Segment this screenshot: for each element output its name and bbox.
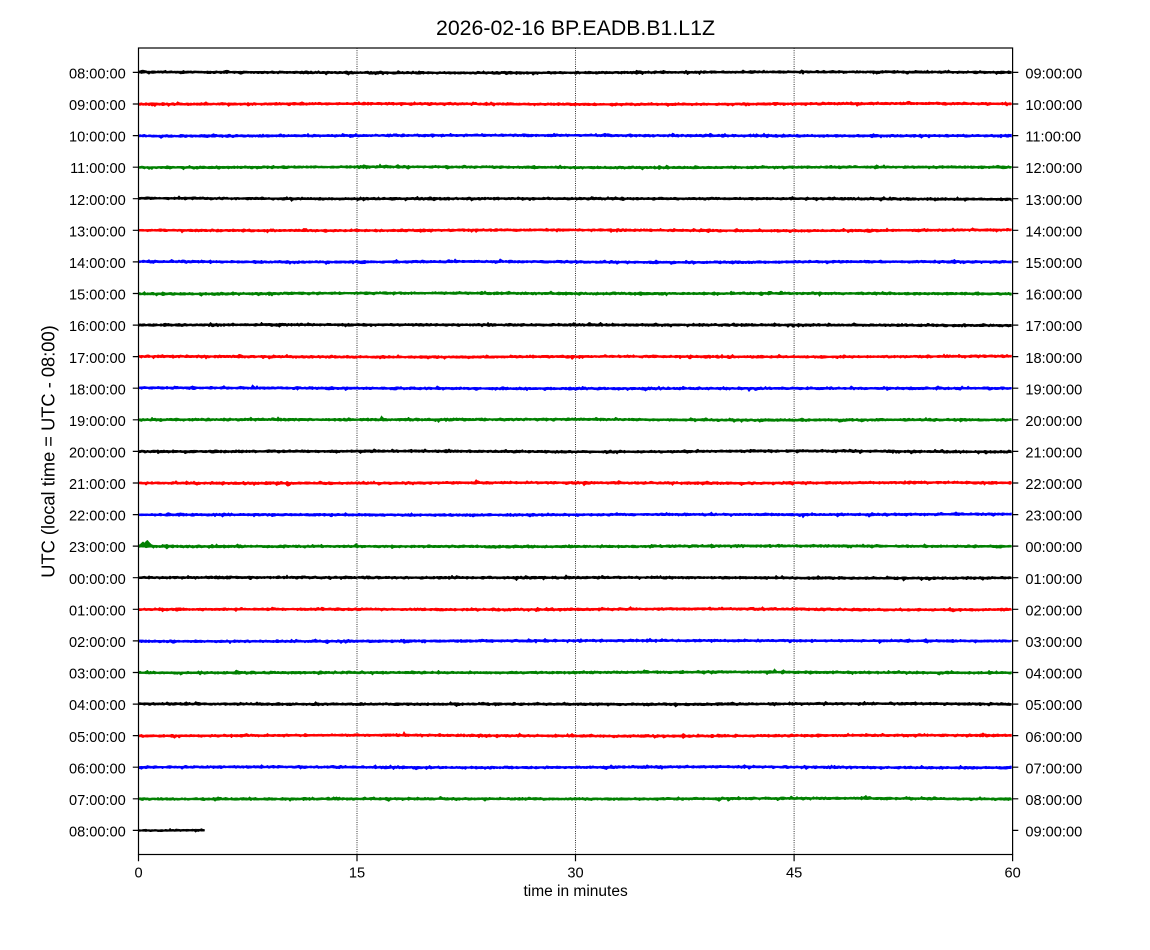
svg-text:07:00:00: 07:00:00 [1025,761,1082,777]
svg-text:2026-02-16 BP.EADB.B1.L1Z: 2026-02-16 BP.EADB.B1.L1Z [436,16,715,40]
svg-text:18:00:00: 18:00:00 [1025,351,1082,367]
svg-text:03:00:00: 03:00:00 [1025,635,1082,651]
svg-text:15:00:00: 15:00:00 [69,288,126,304]
svg-text:10:00:00: 10:00:00 [69,130,126,146]
svg-text:20:00:00: 20:00:00 [1025,414,1082,430]
svg-text:10:00:00: 10:00:00 [1025,98,1082,114]
svg-text:09:00:00: 09:00:00 [69,98,126,114]
svg-text:16:00:00: 16:00:00 [1025,288,1082,304]
svg-text:11:00:00: 11:00:00 [70,161,126,177]
svg-text:04:00:00: 04:00:00 [1025,667,1082,683]
svg-text:09:00:00: 09:00:00 [1025,67,1082,83]
svg-text:22:00:00: 22:00:00 [69,509,126,525]
svg-text:16:00:00: 16:00:00 [69,319,126,335]
svg-text:15: 15 [349,865,365,881]
svg-text:21:00:00: 21:00:00 [69,477,126,493]
svg-text:07:00:00: 07:00:00 [69,793,126,809]
svg-text:23:00:00: 23:00:00 [69,540,126,556]
svg-text:02:00:00: 02:00:00 [1025,603,1082,619]
svg-text:04:00:00: 04:00:00 [69,698,126,714]
svg-text:60: 60 [1004,865,1020,881]
svg-text:17:00:00: 17:00:00 [69,351,126,367]
svg-text:30: 30 [567,865,583,881]
svg-text:time in minutes: time in minutes [523,883,627,900]
svg-text:02:00:00: 02:00:00 [69,635,126,651]
svg-text:00:00:00: 00:00:00 [1025,540,1082,556]
svg-text:05:00:00: 05:00:00 [69,730,126,746]
svg-text:13:00:00: 13:00:00 [69,224,126,240]
svg-text:18:00:00: 18:00:00 [69,382,126,398]
svg-text:20:00:00: 20:00:00 [69,446,126,462]
svg-text:17:00:00: 17:00:00 [1025,319,1082,335]
svg-text:08:00:00: 08:00:00 [69,825,126,841]
svg-text:0: 0 [134,865,142,881]
svg-text:UTC (local time = UTC - 08:00): UTC (local time = UTC - 08:00) [38,325,59,577]
svg-text:08:00:00: 08:00:00 [1025,793,1082,809]
svg-text:21:00:00: 21:00:00 [1025,446,1082,462]
svg-text:13:00:00: 13:00:00 [1025,193,1082,209]
svg-text:12:00:00: 12:00:00 [69,193,126,209]
svg-text:00:00:00: 00:00:00 [69,572,126,588]
svg-text:03:00:00: 03:00:00 [69,667,126,683]
svg-text:45: 45 [786,865,802,881]
svg-text:14:00:00: 14:00:00 [69,256,126,272]
svg-text:09:00:00: 09:00:00 [1025,825,1082,841]
svg-text:19:00:00: 19:00:00 [69,414,126,430]
svg-text:23:00:00: 23:00:00 [1025,509,1082,525]
svg-text:15:00:00: 15:00:00 [1025,256,1082,272]
svg-text:12:00:00: 12:00:00 [1025,161,1082,177]
svg-text:06:00:00: 06:00:00 [69,761,126,777]
svg-text:14:00:00: 14:00:00 [1025,224,1082,240]
svg-text:01:00:00: 01:00:00 [69,603,126,619]
svg-text:05:00:00: 05:00:00 [1025,698,1082,714]
svg-text:08:00:00: 08:00:00 [69,67,126,83]
svg-text:06:00:00: 06:00:00 [1025,730,1082,746]
svg-text:11:00:00: 11:00:00 [1025,130,1081,146]
svg-text:01:00:00: 01:00:00 [1025,572,1082,588]
svg-text:19:00:00: 19:00:00 [1025,382,1082,398]
svg-text:22:00:00: 22:00:00 [1025,477,1082,493]
